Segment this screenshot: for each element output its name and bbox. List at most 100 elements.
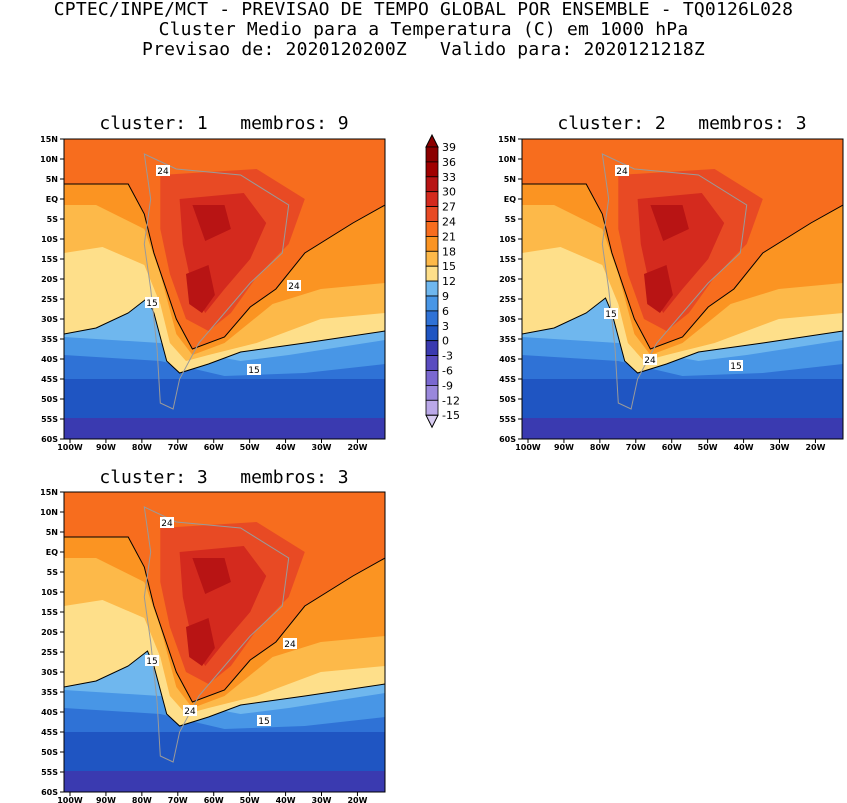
colorbar-swatch: [425, 161, 439, 178]
colorbar-swatch: [425, 370, 439, 386]
lat-label: 10S: [41, 235, 58, 244]
colorbar-swatch: [425, 325, 439, 342]
lat-label: 30S: [41, 668, 58, 677]
contour-label: 24: [157, 167, 169, 177]
lat-label: 25S: [499, 295, 516, 304]
colorbar-swatch: [425, 310, 439, 327]
colorbar-swatch: [425, 340, 439, 357]
colorbar-swatch: [425, 265, 439, 282]
lon-label: 60W: [204, 443, 224, 452]
lon-label: 20W: [347, 796, 367, 803]
lon-label: 60W: [662, 443, 682, 452]
lat-label: 60S: [41, 788, 58, 797]
lat-label: 50S: [499, 395, 516, 404]
colorbar-label: 6: [442, 305, 449, 318]
colorbar-top-arrow: [425, 133, 439, 148]
colorbar-label: 27: [442, 201, 456, 214]
lat-label: 45S: [499, 375, 516, 384]
lon-label: 30W: [770, 443, 790, 452]
colorbar-swatch: [425, 280, 439, 297]
colorbar-swatch: [425, 146, 439, 163]
colorbar-label: 18: [442, 245, 456, 258]
contour-label: 24: [288, 282, 300, 292]
colorbar-label: 0: [442, 335, 449, 348]
lat-label: 10N: [498, 155, 516, 164]
lat-label: 20S: [41, 275, 58, 284]
lon-label: 40W: [734, 443, 754, 452]
lon-label: 80W: [590, 443, 610, 452]
lat-label: 5N: [46, 175, 58, 184]
lon-label: 90W: [96, 443, 116, 452]
lat-label: 10N: [40, 155, 58, 164]
lat-label: 35S: [41, 335, 58, 344]
panel-2-title: cluster: 2 membros: 3: [557, 113, 807, 134]
colorbar-swatch: [425, 355, 439, 371]
colorbar-swatch: [425, 235, 439, 252]
colorbar-label: -12: [442, 394, 460, 407]
colorbar-swatch: [425, 399, 439, 416]
lat-label: EQ: [46, 548, 58, 557]
lon-label: 70W: [168, 796, 188, 803]
lat-label: 60S: [499, 435, 516, 444]
lon-label: 80W: [132, 443, 152, 452]
lat-label: 15S: [499, 255, 516, 264]
lon-label: 30W: [312, 796, 332, 803]
lat-label: 45S: [41, 728, 58, 737]
colorbar-swatch: [425, 191, 439, 207]
lon-label: 40W: [276, 796, 296, 803]
colorbar-label: 9: [442, 290, 449, 303]
lat-label: 55S: [41, 415, 58, 424]
lat-label: EQ: [504, 195, 516, 204]
colorbar-label: -9: [442, 379, 453, 392]
lat-label: 15S: [41, 608, 58, 617]
contour-label: 15: [258, 717, 269, 727]
colorbar-label: 39: [442, 141, 456, 154]
lat-label: 5S: [505, 215, 517, 224]
colorbar-label: -6: [442, 365, 453, 378]
lat-label: 30S: [499, 315, 516, 324]
map-panel-3: 15N 10N 5N EQ 5S 10S 15S 20S 25S 30S 35S 40S 45S 50S 5…: [40, 488, 386, 803]
lat-label: 20S: [41, 628, 58, 637]
lat-label: 25S: [41, 648, 58, 657]
colorbar-label: 36: [442, 156, 456, 169]
lat-label: 40S: [41, 708, 58, 717]
lon-label: 40W: [276, 443, 296, 452]
lon-label: 30W: [312, 443, 332, 452]
lat-label: 40S: [499, 355, 516, 364]
lat-label: 55S: [499, 415, 516, 424]
lon-label: 70W: [626, 443, 646, 452]
lon-label: 20W: [805, 443, 825, 452]
lat-label: 20S: [499, 275, 516, 284]
lon-label: 70W: [168, 443, 188, 452]
lat-label: 15S: [41, 255, 58, 264]
lat-label: 30S: [41, 315, 58, 324]
panel-3-title: cluster: 3 membros: 3: [99, 467, 349, 488]
header-subtitle: Cluster Medio para a Temperatura (C) em …: [158, 19, 689, 40]
lon-label: 60W: [204, 796, 224, 803]
contour-label: 24: [616, 167, 628, 177]
lon-label: 100W: [57, 443, 83, 452]
lat-label: 10S: [499, 235, 516, 244]
colorbar-label: 24: [442, 216, 456, 229]
lat-label: 55S: [41, 768, 58, 777]
lat-label: EQ: [46, 195, 58, 204]
contour-label: 15: [146, 299, 157, 309]
colorbar-bottom-arrow: [425, 414, 439, 429]
lon-label: 80W: [132, 796, 152, 803]
lon-label: 50W: [240, 443, 260, 452]
colorbar-label: 12: [442, 275, 456, 288]
lat-label: 40S: [41, 355, 58, 364]
lat-label: 15N: [40, 135, 58, 144]
contour-label: 15: [248, 366, 259, 376]
header-dates: Previsao de: 2020120200Z Valido para: 20…: [142, 39, 705, 60]
colorbar-swatch: [425, 295, 439, 312]
colorbar-label: -3: [442, 350, 453, 363]
lat-label: 5N: [46, 528, 58, 537]
lon-label: 100W: [515, 443, 541, 452]
colorbar-swatch: [425, 384, 439, 401]
colorbar-label: 30: [442, 186, 456, 199]
map-panel-2: 15N 10N 5N EQ 5S 10S 15S 20S 25S 30S 35S 40S 45S 50S 5…: [498, 135, 844, 452]
colorbar-swatch: [425, 221, 439, 237]
